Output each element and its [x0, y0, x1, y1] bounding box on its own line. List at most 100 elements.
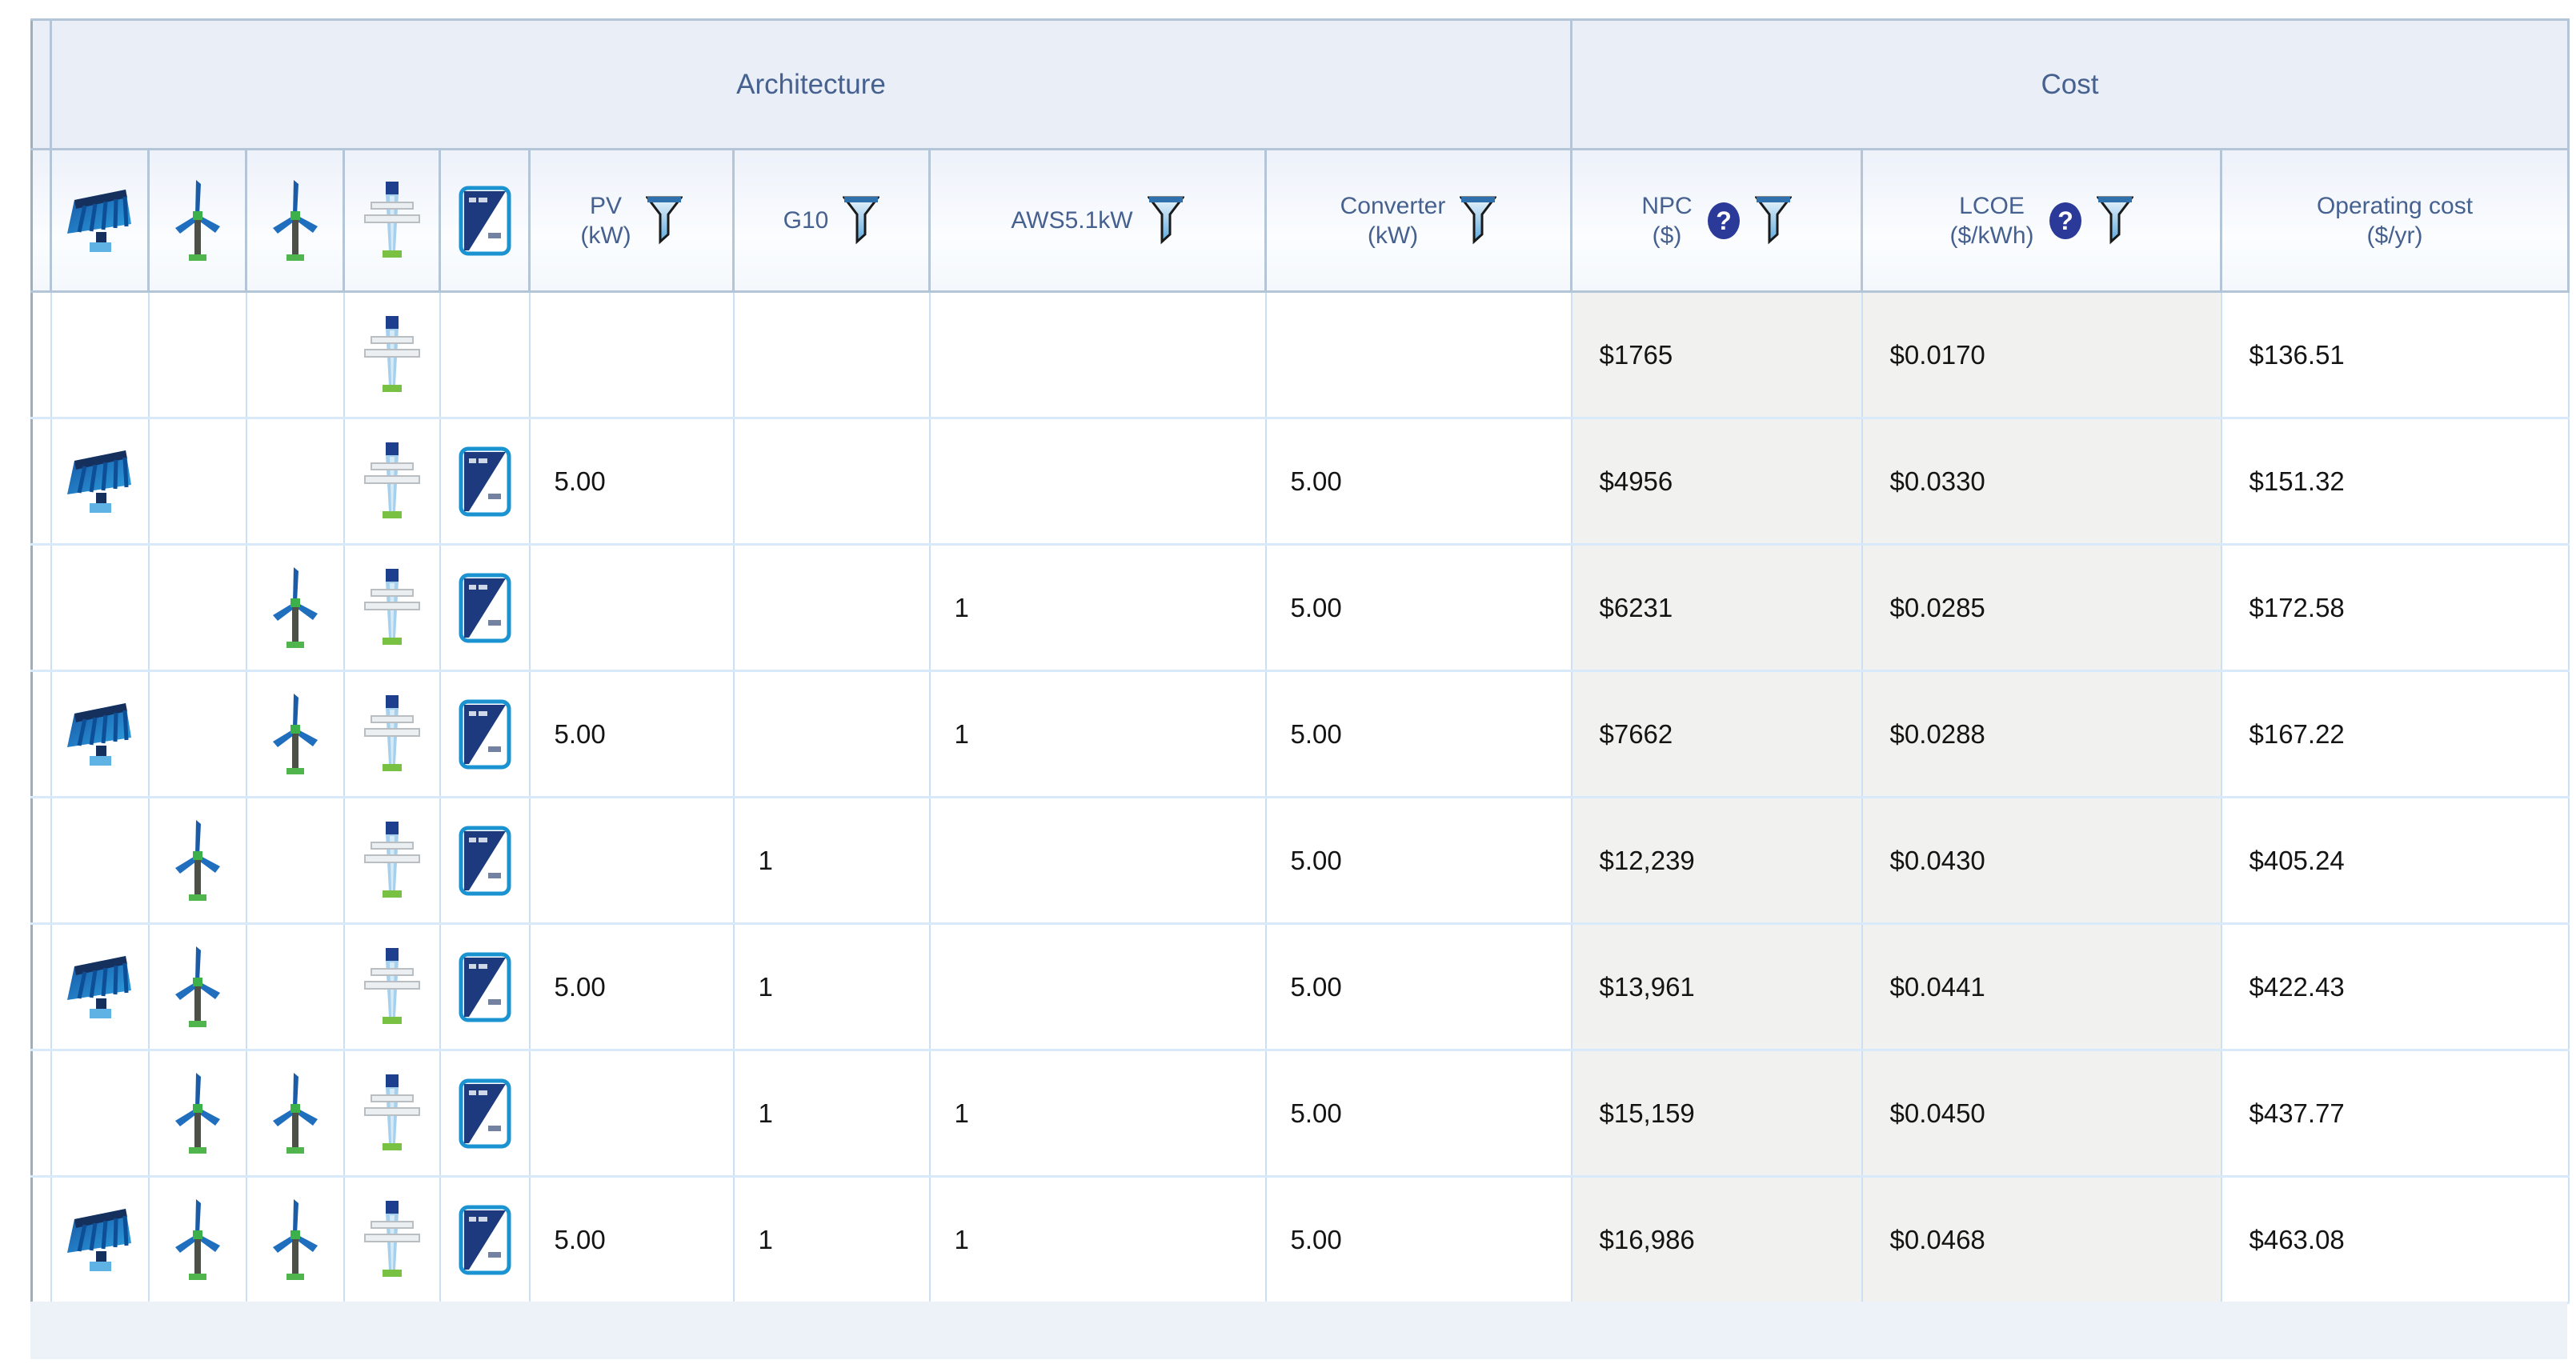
cell-pv-icon[interactable]	[50, 1175, 150, 1304]
cell-npc[interactable]: $15,159	[1570, 1049, 1863, 1178]
filter-funnel-icon[interactable]	[1459, 196, 1498, 246]
cell-pv-icon[interactable]	[50, 796, 150, 925]
column-header-npc[interactable]: NPC ($) ?	[1570, 148, 1863, 293]
cell-aws[interactable]	[928, 290, 1267, 419]
cell-lcoe[interactable]: $0.0430	[1861, 796, 2222, 925]
cell-g10[interactable]	[732, 670, 931, 798]
cell-aws[interactable]	[928, 922, 1267, 1051]
cell-converter_kw[interactable]: 5.00	[1264, 543, 1572, 672]
table-row[interactable]: 5.00 1 5.00 $13,961 $0.0441 $422.43	[30, 922, 2570, 1051]
cell-pv-icon[interactable]	[50, 290, 150, 419]
filter-funnel-icon[interactable]	[2095, 196, 2134, 246]
cell-pv-icon[interactable]	[50, 543, 150, 672]
cell-turbine2-icon[interactable]	[245, 796, 345, 925]
cell-converter_kw[interactable]: 5.00	[1264, 1175, 1572, 1304]
table-row[interactable]: 5.00 5.00 $4956 $0.0330 $151.32	[30, 417, 2570, 546]
cell-pv_kw[interactable]: 5.00	[528, 417, 735, 546]
cell-lcoe[interactable]: $0.0285	[1861, 543, 2222, 672]
filter-funnel-icon[interactable]	[842, 196, 881, 246]
cell-pv_kw[interactable]: 5.00	[528, 1175, 735, 1304]
table-row[interactable]: 1 1 5.00 $15,159 $0.0450 $437.77	[30, 1049, 2570, 1178]
cell-turbine1-icon[interactable]	[147, 922, 247, 1051]
table-row[interactable]: 1 5.00 $12,239 $0.0430 $405.24	[30, 796, 2570, 925]
cell-turbine1-icon[interactable]	[147, 670, 247, 798]
cell-operating_cost[interactable]: $437.77	[2220, 1049, 2570, 1178]
cell-pv-icon[interactable]	[50, 1049, 150, 1178]
cell-pv_kw[interactable]	[528, 796, 735, 925]
cell-lcoe[interactable]: $0.0450	[1861, 1049, 2222, 1178]
column-header-aws[interactable]: AWS5.1kW	[928, 148, 1267, 293]
column-header-turbine1-icon[interactable]	[147, 148, 247, 293]
cell-operating_cost[interactable]: $463.08	[2220, 1175, 2570, 1304]
cell-converter_kw[interactable]: 5.00	[1264, 796, 1572, 925]
cell-turbine1-icon[interactable]	[147, 290, 247, 419]
cell-g10[interactable]: 1	[732, 1049, 931, 1178]
filter-funnel-icon[interactable]	[1146, 196, 1185, 246]
cell-lcoe[interactable]: $0.0441	[1861, 922, 2222, 1051]
cell-npc[interactable]: $12,239	[1570, 796, 1863, 925]
cell-g10[interactable]: 1	[732, 796, 931, 925]
cell-pv_kw[interactable]	[528, 1049, 735, 1178]
column-header-grid-icon[interactable]	[343, 148, 441, 293]
cell-grid-icon[interactable]	[343, 290, 441, 419]
cell-turbine1-icon[interactable]	[147, 796, 247, 925]
cell-operating_cost[interactable]: $136.51	[2220, 290, 2570, 419]
column-header-operating-cost[interactable]: Operating cost ($/yr)	[2220, 148, 2570, 293]
cell-aws[interactable]: 1	[928, 670, 1267, 798]
cell-pv_kw[interactable]: 5.00	[528, 922, 735, 1051]
cell-lcoe[interactable]: $0.0330	[1861, 417, 2222, 546]
cell-pv_kw[interactable]: 5.00	[528, 670, 735, 798]
cell-aws[interactable]: 1	[928, 543, 1267, 672]
cell-grid-icon[interactable]	[343, 1049, 441, 1178]
filter-funnel-icon[interactable]	[1753, 196, 1793, 246]
cell-npc[interactable]: $16,986	[1570, 1175, 1863, 1304]
cell-grid-icon[interactable]	[343, 543, 441, 672]
cell-operating_cost[interactable]: $151.32	[2220, 417, 2570, 546]
cell-converter_kw[interactable]: 5.00	[1264, 417, 1572, 546]
filter-funnel-icon[interactable]	[644, 196, 683, 246]
cell-npc[interactable]: $7662	[1570, 670, 1863, 798]
column-header-pv-icon[interactable]	[50, 148, 150, 293]
cell-g10[interactable]: 1	[732, 922, 931, 1051]
cell-turbine2-icon[interactable]	[245, 417, 345, 546]
cell-converter-icon[interactable]	[439, 290, 531, 419]
column-header-turbine2-icon[interactable]	[245, 148, 345, 293]
table-row[interactable]: 5.00 1 5.00 $7662 $0.0288 $167.22	[30, 670, 2570, 798]
cell-converter-icon[interactable]	[439, 796, 531, 925]
table-row[interactable]: 1 5.00 $6231 $0.0285 $172.58	[30, 543, 2570, 672]
cell-grid-icon[interactable]	[343, 1175, 441, 1304]
cell-grid-icon[interactable]	[343, 417, 441, 546]
cell-g10[interactable]	[732, 417, 931, 546]
cell-pv_kw[interactable]	[528, 543, 735, 672]
table-row[interactable]: 5.00 1 1 5.00 $16,986 $0.0468 $463.08	[30, 1175, 2570, 1304]
cell-turbine2-icon[interactable]	[245, 290, 345, 419]
cell-pv_kw[interactable]	[528, 290, 735, 419]
cell-npc[interactable]: $6231	[1570, 543, 1863, 672]
help-icon[interactable]: ?	[2049, 202, 2082, 240]
cell-lcoe[interactable]: $0.0288	[1861, 670, 2222, 798]
cell-converter_kw[interactable]: 5.00	[1264, 1049, 1572, 1178]
table-row[interactable]: $1765 $0.0170 $136.51	[30, 290, 2570, 419]
cell-turbine1-icon[interactable]	[147, 543, 247, 672]
help-icon[interactable]: ?	[1707, 202, 1741, 240]
cell-pv-icon[interactable]	[50, 417, 150, 546]
cell-turbine1-icon[interactable]	[147, 1175, 247, 1304]
cell-npc[interactable]: $4956	[1570, 417, 1863, 546]
cell-operating_cost[interactable]: $422.43	[2220, 922, 2570, 1051]
cell-grid-icon[interactable]	[343, 922, 441, 1051]
cell-converter-icon[interactable]	[439, 922, 531, 1051]
cell-aws[interactable]: 1	[928, 1175, 1267, 1304]
cell-npc[interactable]: $1765	[1570, 290, 1863, 419]
cell-aws[interactable]	[928, 417, 1267, 546]
cell-pv-icon[interactable]	[50, 670, 150, 798]
column-header-pv-kw[interactable]: PV (kW)	[528, 148, 735, 293]
cell-operating_cost[interactable]: $167.22	[2220, 670, 2570, 798]
cell-pv-icon[interactable]	[50, 922, 150, 1051]
cell-converter-icon[interactable]	[439, 543, 531, 672]
cell-g10[interactable]: 1	[732, 1175, 931, 1304]
cell-turbine2-icon[interactable]	[245, 922, 345, 1051]
cell-converter_kw[interactable]: 5.00	[1264, 922, 1572, 1051]
cell-g10[interactable]	[732, 290, 931, 419]
cell-converter-icon[interactable]	[439, 670, 531, 798]
cell-turbine1-icon[interactable]	[147, 1049, 247, 1178]
